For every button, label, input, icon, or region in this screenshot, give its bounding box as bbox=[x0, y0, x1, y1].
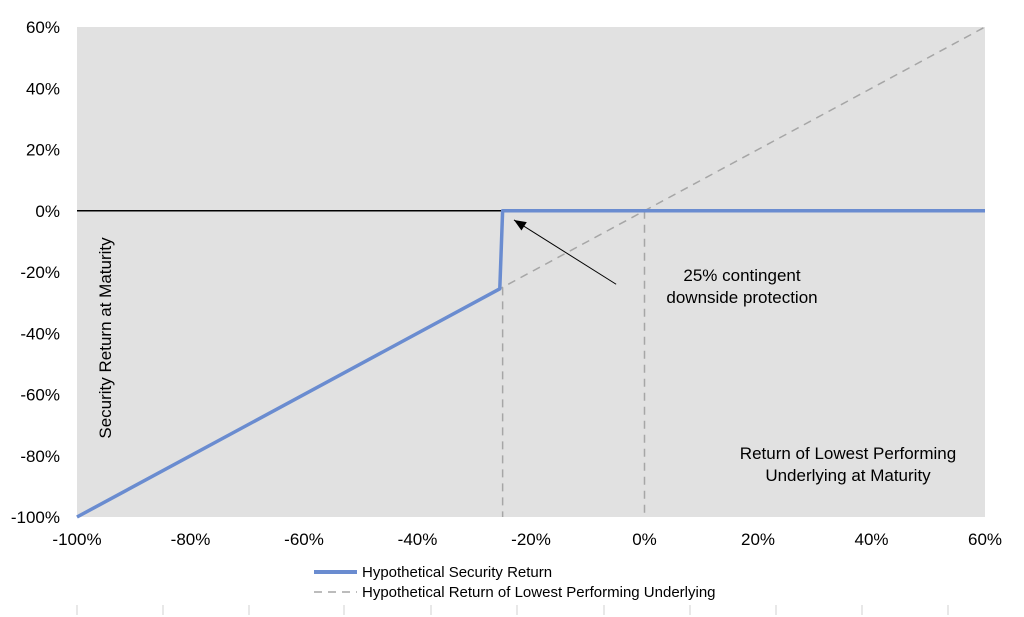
annotation-arrow bbox=[513, 219, 617, 285]
x-tick-label: 20% bbox=[741, 530, 775, 549]
y-tick-label: -40% bbox=[20, 324, 60, 343]
y-tick-label: 60% bbox=[26, 18, 60, 37]
x-tick-label: -60% bbox=[284, 530, 324, 549]
x-axis-title-line-1: Return of Lowest Performing bbox=[740, 444, 956, 463]
x-tick-label: -100% bbox=[52, 530, 101, 549]
x-tick-label: -80% bbox=[171, 530, 211, 549]
y-axis-ticks: 60% 40% 20% 0% -20% -40% -60% -80% -100% bbox=[11, 18, 60, 527]
y-tick-label: -100% bbox=[11, 508, 60, 527]
y-tick-label: 40% bbox=[26, 79, 60, 98]
x-tick-label: 0% bbox=[632, 530, 657, 549]
x-tick-label: -40% bbox=[398, 530, 438, 549]
y-tick-label: -20% bbox=[20, 263, 60, 282]
x-axis-title-line-2: Underlying at Maturity bbox=[765, 466, 931, 485]
series-line-security-return bbox=[76, 209, 985, 519]
y-axis-title: Security Return at Maturity bbox=[96, 237, 115, 439]
y-tick-label: 20% bbox=[26, 141, 60, 160]
x-tick-label: -20% bbox=[511, 530, 551, 549]
x-axis-ticks: -100% -80% -60% -40% -20% 0% 20% 40% 60% bbox=[52, 530, 1002, 549]
y-tick-label: -60% bbox=[20, 386, 60, 405]
y-tick-label: -80% bbox=[20, 447, 60, 466]
x-tick-label: 40% bbox=[854, 530, 888, 549]
reference-lines bbox=[501, 210, 646, 517]
annotation-line-1: 25% contingent bbox=[683, 266, 800, 285]
annotation-line-2: downside protection bbox=[666, 288, 817, 307]
legend-label-security: Hypothetical Security Return bbox=[362, 564, 552, 581]
series-layer bbox=[76, 26, 986, 519]
annotation-arrowhead bbox=[513, 219, 527, 231]
legend: Hypothetical Security Return Hypothetica… bbox=[314, 564, 716, 601]
y-tick-label: 0% bbox=[35, 202, 60, 221]
bottom-tick-marks bbox=[76, 605, 949, 615]
legend-label-underlying: Hypothetical Return of Lowest Performing… bbox=[362, 584, 716, 601]
x-tick-label: 60% bbox=[968, 530, 1002, 549]
